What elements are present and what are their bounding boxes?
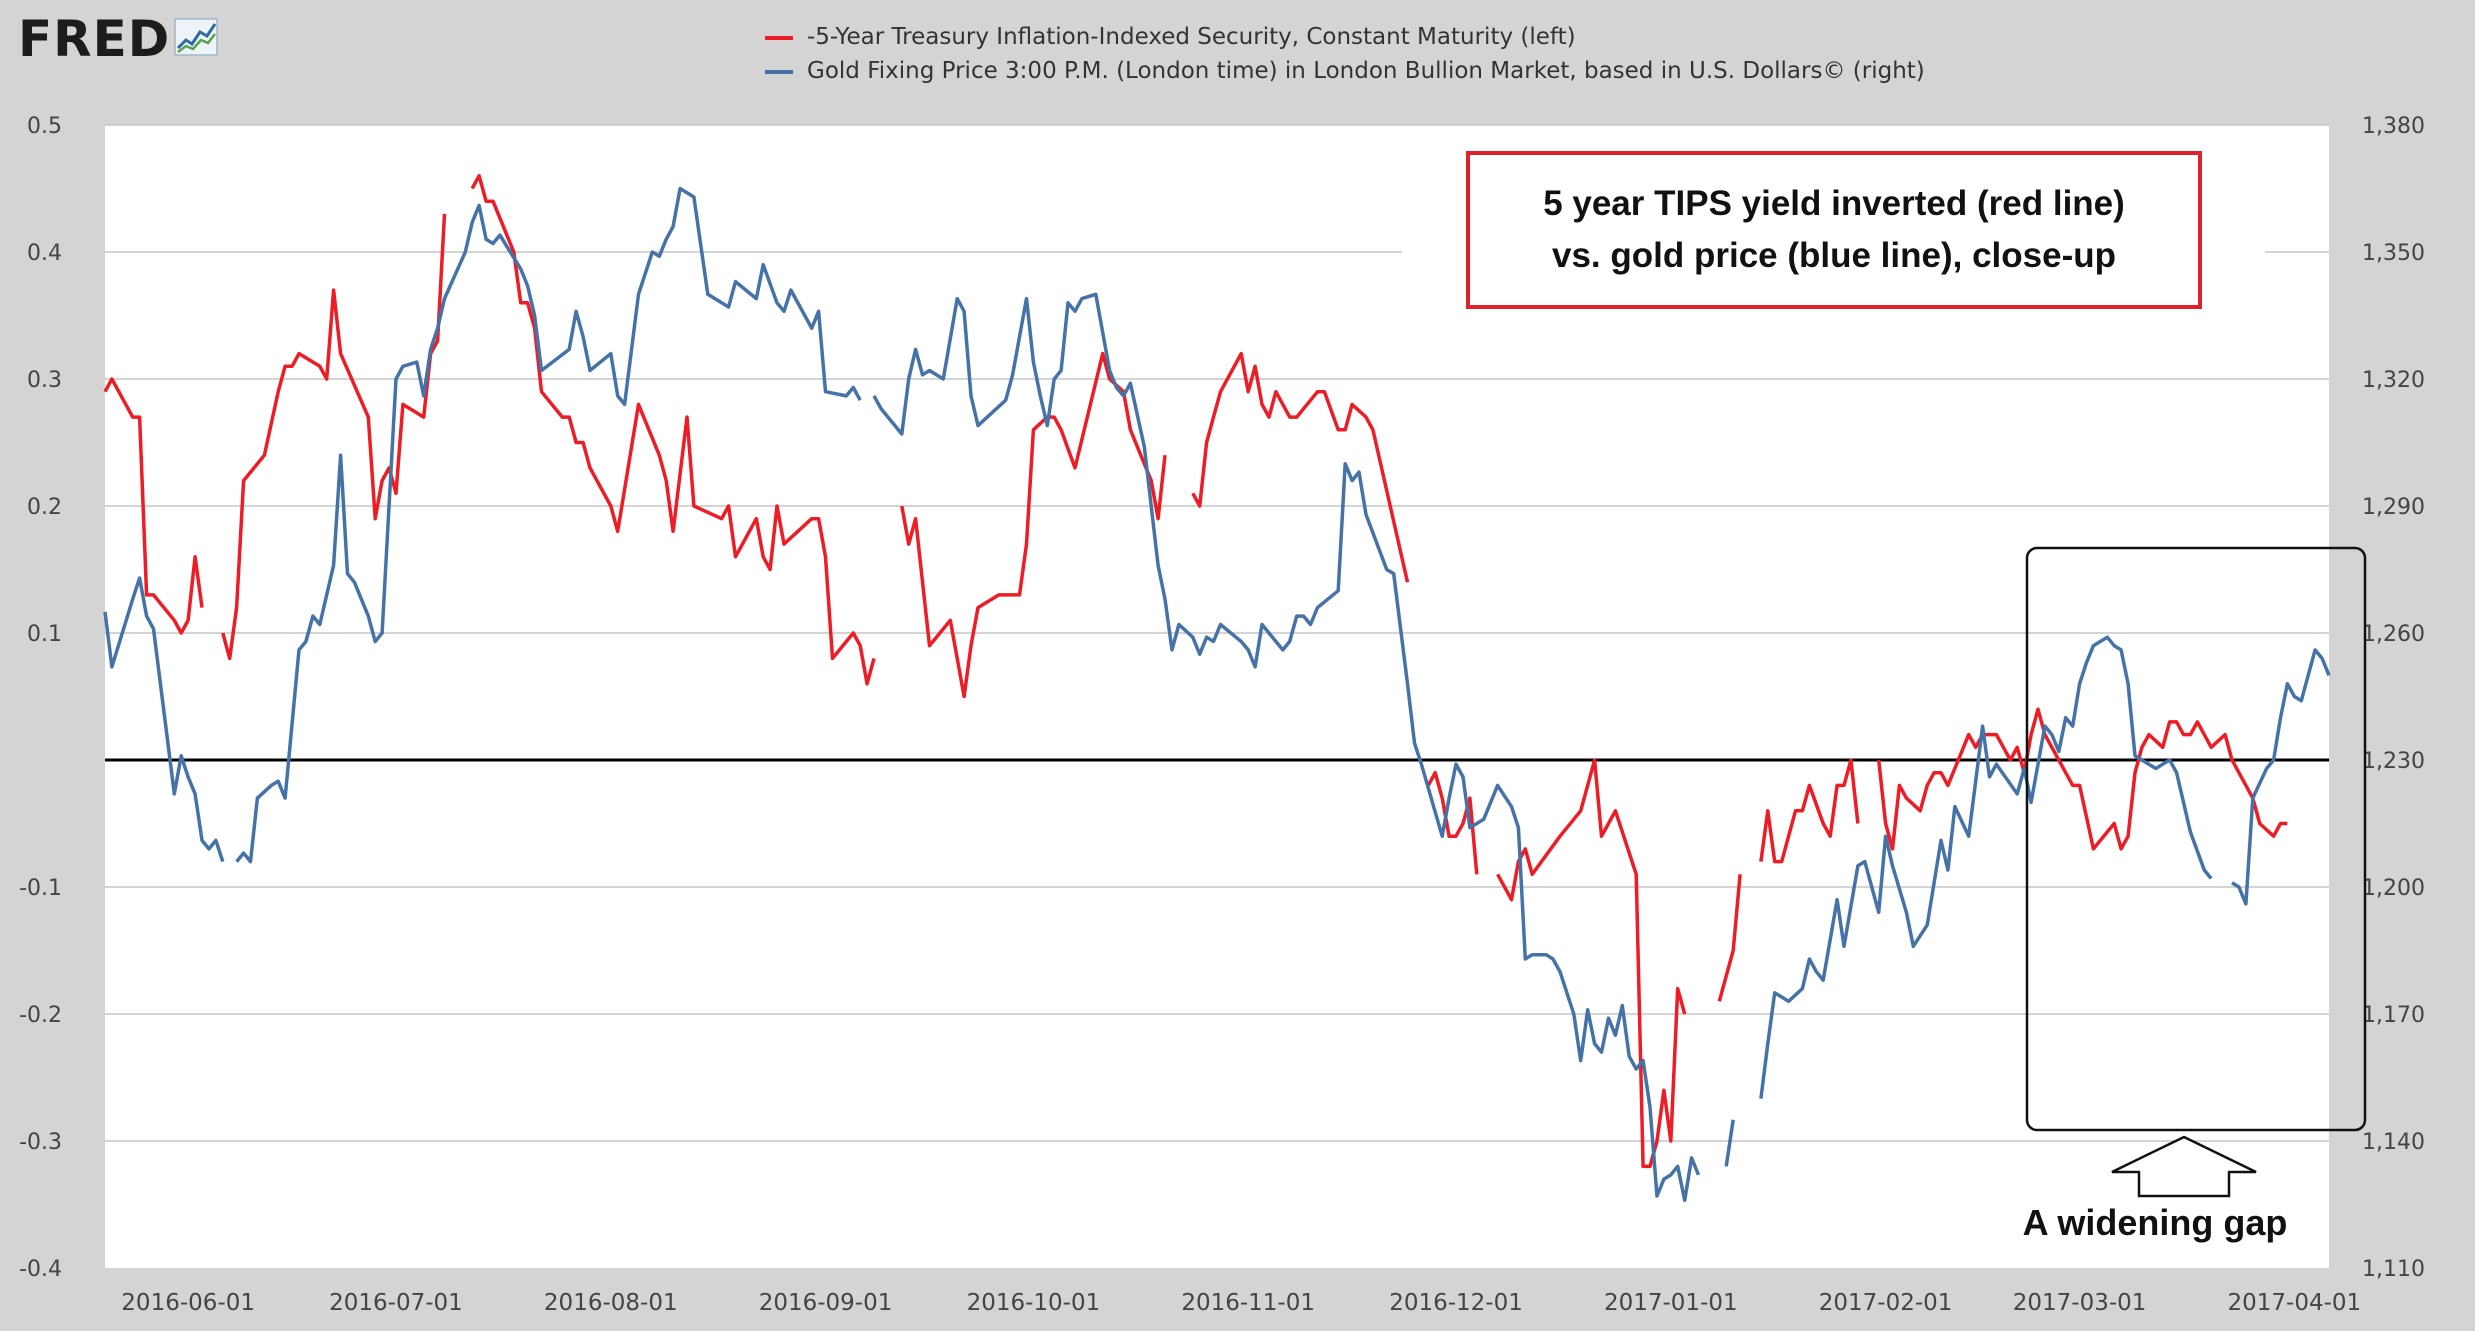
gold-line-segment [103, 576, 225, 863]
x-tick-label: 2017-01-01 [1604, 1290, 1738, 1316]
tips-line-segment [1191, 351, 1410, 583]
series-tips-inverted [103, 174, 2288, 1169]
annotation-line-2: vs. gold price (blue line), close-up [1552, 236, 2116, 275]
x-tick-label: 2017-03-01 [2013, 1290, 2147, 1316]
right-tick-label: 1,290 [2362, 495, 2425, 520]
fred-logo-graph-icon [174, 18, 219, 56]
right-tick-label: 1,380 [2362, 114, 2425, 139]
x-tick-label: 2016-10-01 [967, 1290, 1101, 1316]
right-tick-label: 1,260 [2362, 622, 2425, 647]
right-tick-label: 1,350 [2362, 241, 2425, 266]
plot-area [105, 125, 2329, 1268]
fred-wordmark: FRED [18, 10, 171, 68]
left-tick-label: 0.2 [27, 495, 62, 520]
annotation-box: 5 year TIPS yield inverted (red line) vs… [1466, 151, 2202, 309]
right-axis-tick-labels: 1,380 1,350 1,320 1,290 1,260 1,230 1,200 1,170… [2362, 114, 2425, 1282]
gold-line-segment [872, 292, 1701, 1203]
up-arrow-icon [2111, 1135, 2257, 1198]
tips-line-segment [1876, 707, 2288, 851]
left-tick-label: -0.4 [19, 1257, 62, 1282]
right-tick-label: 1,200 [2362, 876, 2425, 901]
legend-label-tips: -5-Year Treasury Inflation-Indexed Secur… [807, 24, 1576, 50]
legend-entry-tips: -5-Year Treasury Inflation-Indexed Secur… [765, 24, 1576, 50]
tips-line-segment [1496, 758, 1687, 1169]
left-tick-label: 0.4 [27, 241, 62, 266]
left-tick-label: 0.5 [27, 114, 62, 139]
tips-line-segment [221, 213, 447, 661]
left-tick-label: -0.2 [19, 1003, 62, 1028]
left-tick-label: -0.1 [19, 876, 62, 901]
gold-line-segment [2231, 648, 2331, 906]
legend-entry-gold: Gold Fixing Price 3:00 P.M. (London time… [765, 58, 1925, 84]
tips-line-segment [1426, 770, 1479, 875]
right-tick-label: 1,230 [2362, 749, 2425, 774]
gold-line-segment [1724, 1119, 1735, 1167]
legend-label-gold: Gold Fixing Price 3:00 P.M. (London time… [807, 58, 1925, 84]
legend-swatch-red [765, 35, 793, 40]
right-tick-label: 1,140 [2362, 1130, 2425, 1155]
right-tick-label: 1,110 [2362, 1257, 2425, 1282]
tips-line-segment [1717, 874, 1742, 1002]
x-tick-label: 2016-12-01 [1389, 1290, 1523, 1316]
tips-line-segment [470, 174, 876, 686]
left-axis-tick-labels: 0.5 0.4 0.3 0.2 0.1 -0.1 -0.2 -0.3 -0.4 [19, 114, 62, 1282]
x-tick-label: 2016-09-01 [759, 1290, 893, 1316]
x-tick-label: 2017-04-01 [2228, 1290, 2362, 1316]
legend-swatch-blue [765, 69, 793, 74]
gold-line-segment [1759, 635, 2213, 1099]
gold-line-segment [235, 186, 862, 864]
left-tick-label: 0.1 [27, 622, 62, 647]
tips-line-segment [103, 377, 204, 635]
annotation-line-1: 5 year TIPS yield inverted (red line) [1543, 184, 2125, 223]
x-tick-label: 2017-02-01 [1819, 1290, 1953, 1316]
fred-logo: FRED [18, 10, 219, 68]
right-tick-label: 1,320 [2362, 368, 2425, 393]
widening-gap-box [2025, 546, 2367, 1132]
x-tick-label: 2016-08-01 [544, 1290, 678, 1316]
x-tick-label: 2016-07-01 [329, 1290, 463, 1316]
series-gold-price [103, 186, 2331, 1203]
left-tick-label: 0.3 [27, 368, 62, 393]
tips-line-segment [1759, 758, 1860, 864]
x-axis-tick-labels: 2016-06-01 2016-07-01 2016-08-01 2016-09-01… [121, 1290, 2361, 1316]
widening-gap-label: A widening gap [2022, 1202, 2288, 1243]
tips-line-segment [900, 351, 1167, 699]
right-tick-label: 1,170 [2362, 1003, 2425, 1028]
left-tick-label: -0.3 [19, 1130, 62, 1155]
x-tick-label: 2016-06-01 [121, 1290, 255, 1316]
x-tick-label: 2016-11-01 [1181, 1290, 1315, 1316]
